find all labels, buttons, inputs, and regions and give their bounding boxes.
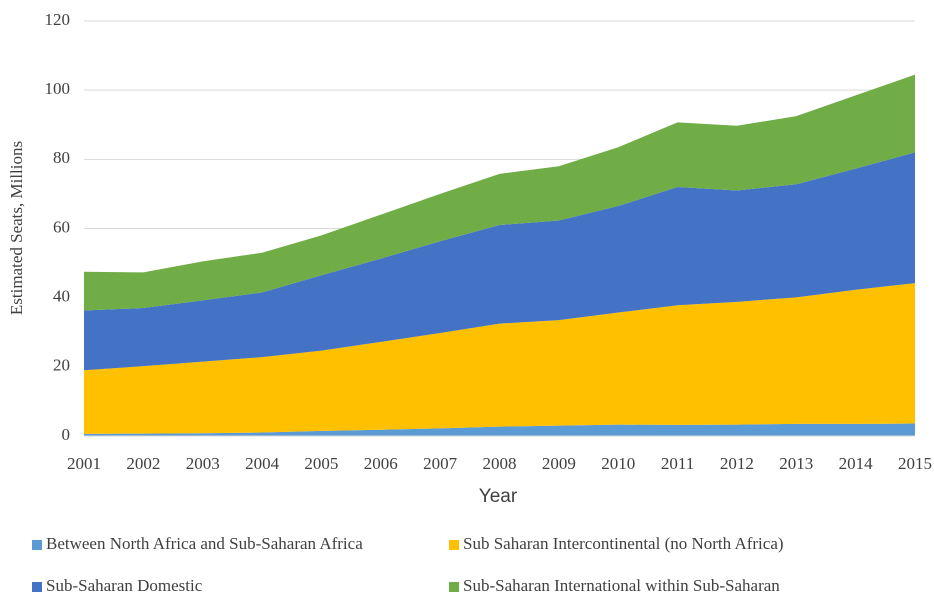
y-axis-label: Estimated Seats, Millions <box>7 141 26 315</box>
y-tick-label: 0 <box>62 425 71 444</box>
y-tick-label: 100 <box>45 79 71 98</box>
legend-label: Between North Africa and Sub-Saharan Afr… <box>46 534 363 553</box>
x-tick-label: 2008 <box>483 454 517 473</box>
area <box>84 152 915 371</box>
x-tick-label: 2001 <box>67 454 101 473</box>
x-tick-label: 2010 <box>601 454 635 473</box>
y-tick-label: 60 <box>53 217 70 236</box>
x-tick-label: 2005 <box>304 454 338 473</box>
y-tick-label: 120 <box>45 10 71 29</box>
x-tick-label: 2004 <box>245 454 280 473</box>
x-tick-label: 2002 <box>126 454 160 473</box>
x-tick-label: 2009 <box>542 454 576 473</box>
x-tick-label: 2012 <box>720 454 754 473</box>
x-tick-label: 2007 <box>423 454 458 473</box>
x-tick-label: 2011 <box>661 454 694 473</box>
x-tick-label: 2006 <box>364 454 398 473</box>
area <box>84 283 915 434</box>
area <box>84 74 915 311</box>
y-tick-label: 20 <box>53 356 70 375</box>
y-tick-label: 40 <box>53 287 70 306</box>
y-tick-label: 80 <box>53 148 70 167</box>
x-tick-label: 2013 <box>779 454 813 473</box>
area <box>84 423 915 436</box>
x-tick-label: 2015 <box>898 454 932 473</box>
legend-swatch <box>32 582 42 592</box>
legend-label: Sub Saharan Intercontinental (no North A… <box>463 534 784 553</box>
legend-swatch <box>449 540 459 550</box>
legend-label: Sub-Saharan Domestic <box>46 576 203 595</box>
x-axis-label: Year <box>479 486 518 507</box>
legend-label: Sub-Saharan International within Sub-Sah… <box>463 576 780 595</box>
x-tick-label: 2014 <box>839 454 874 473</box>
x-tick-label: 2003 <box>186 454 220 473</box>
legend-swatch <box>32 540 42 550</box>
legend-swatch <box>449 582 459 592</box>
